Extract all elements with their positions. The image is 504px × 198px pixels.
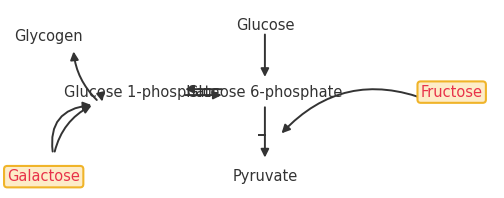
Text: Glucose 1-phosphate: Glucose 1-phosphate [65,85,220,100]
Text: Galactose: Galactose [7,169,80,184]
Text: Fructose: Fructose [421,85,483,100]
Text: Glycogen: Glycogen [14,29,83,44]
Text: Glucose: Glucose [236,18,294,33]
Text: Glucose 6-phosphate: Glucose 6-phosphate [187,85,343,100]
Text: Pyruvate: Pyruvate [232,169,297,184]
